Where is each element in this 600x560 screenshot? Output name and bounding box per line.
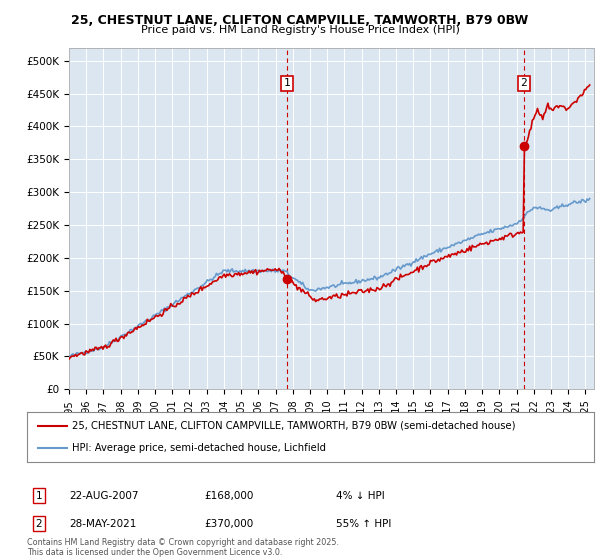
Text: 28-MAY-2021: 28-MAY-2021	[69, 519, 136, 529]
Text: 55% ↑ HPI: 55% ↑ HPI	[336, 519, 391, 529]
Text: 1: 1	[283, 78, 290, 88]
Text: 25, CHESTNUT LANE, CLIFTON CAMPVILLE, TAMWORTH, B79 0BW: 25, CHESTNUT LANE, CLIFTON CAMPVILLE, TA…	[71, 14, 529, 27]
Text: £370,000: £370,000	[204, 519, 253, 529]
Text: 4% ↓ HPI: 4% ↓ HPI	[336, 491, 385, 501]
Text: 2: 2	[35, 519, 43, 529]
Text: 22-AUG-2007: 22-AUG-2007	[69, 491, 139, 501]
Text: 25, CHESTNUT LANE, CLIFTON CAMPVILLE, TAMWORTH, B79 0BW (semi-detached house): 25, CHESTNUT LANE, CLIFTON CAMPVILLE, TA…	[73, 421, 516, 431]
Text: Contains HM Land Registry data © Crown copyright and database right 2025.
This d: Contains HM Land Registry data © Crown c…	[27, 538, 339, 557]
Text: 2: 2	[520, 78, 527, 88]
Text: £168,000: £168,000	[204, 491, 253, 501]
Text: HPI: Average price, semi-detached house, Lichfield: HPI: Average price, semi-detached house,…	[73, 443, 326, 453]
Text: Price paid vs. HM Land Registry's House Price Index (HPI): Price paid vs. HM Land Registry's House …	[140, 25, 460, 35]
Text: 1: 1	[35, 491, 43, 501]
